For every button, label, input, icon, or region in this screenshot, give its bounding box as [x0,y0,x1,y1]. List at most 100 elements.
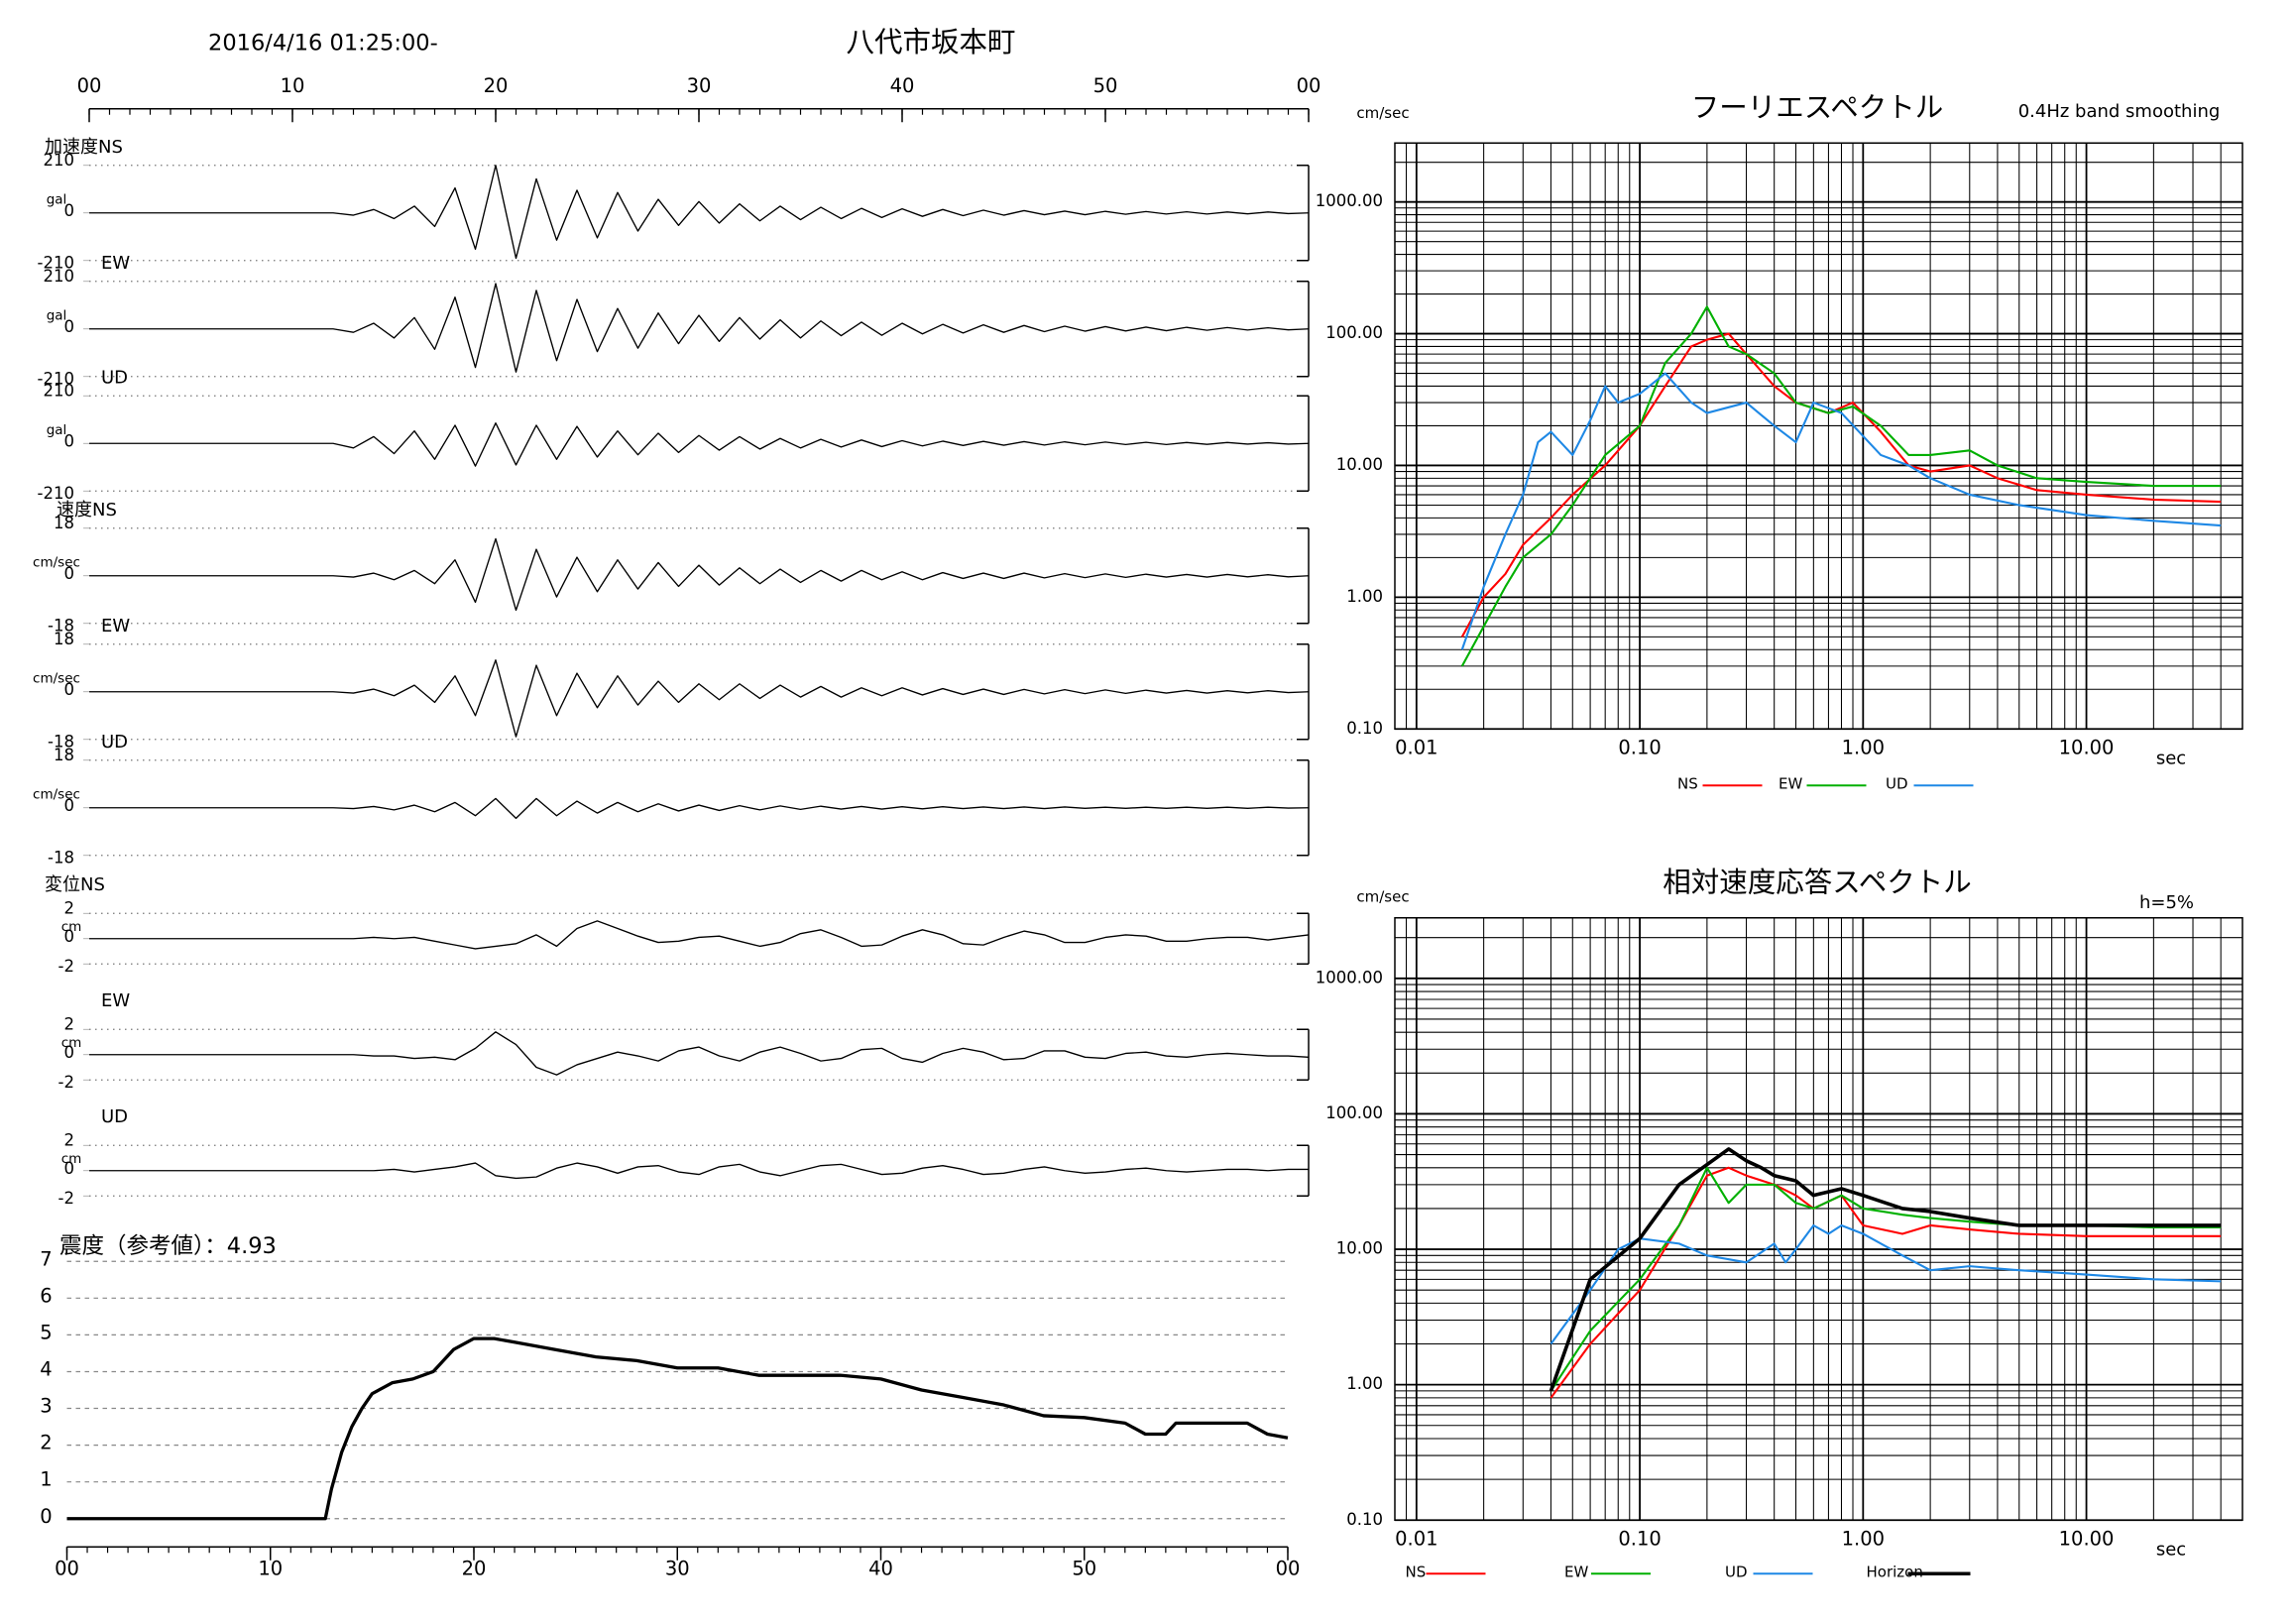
x-tick-label: 0.10 [1618,1527,1661,1550]
x-axis-label: sec [2156,748,2186,768]
x-tick-label: 20 [462,1557,487,1579]
trace-unit: cm/sec [33,670,80,686]
y-tick-label: 0 [64,680,75,699]
waveform [89,422,1310,467]
waveform [89,797,1310,820]
y-tick-label: -18 [48,848,74,867]
x-tick-label: 00 [1297,74,1321,97]
x-axis-label: sec [2156,1539,2186,1560]
x-tick-label: 20 [484,74,509,97]
trace-unit: gal [47,191,67,207]
x-tick-label: 30 [687,74,712,97]
chart-title: 相対速度応答スペクトル [1663,866,1972,898]
x-tick-label: 10.00 [2059,736,2115,758]
x-tick-label: 0.01 [1395,736,1437,758]
y-tick-label: 10.00 [1336,455,1383,474]
y-tick-label: 0.10 [1346,1510,1383,1529]
trace-unit: cm [61,1035,82,1051]
y-tick-label: 0 [40,1505,52,1528]
y-tick-label: -18 [48,732,74,751]
chart-subtitle: 0.4Hz band smoothing [2018,101,2221,122]
trace-title: 加速度NS [45,137,123,158]
y-tick-label: 1.00 [1346,1374,1383,1393]
y-tick-label: -2 [58,1073,74,1092]
legend-label: NS [1406,1563,1427,1580]
chart-title: フーリエスペクトル [1691,91,1944,124]
y-tick-label: 0 [64,431,75,450]
y-tick-label: -210 [38,253,74,272]
trace-title: UD [101,367,128,388]
station-name: 八代市坂本町 [846,26,1015,58]
y-tick-label: 0 [64,564,75,583]
spectrum-line [1550,1223,2222,1345]
y-tick-label: 0 [64,927,75,946]
trace-unit: cm [61,1151,82,1167]
y-tick-label: -2 [58,957,74,976]
trace-title: EW [101,253,130,274]
y-tick-label: 0.10 [1346,719,1383,738]
y-tick-label: 2 [64,898,75,917]
trace-title: EW [101,616,130,637]
y-axis-label: cm/sec [1356,887,1409,905]
y-tick-label: -2 [58,1189,74,1208]
x-tick-label: 1.00 [1842,1527,1885,1550]
waveform [89,1162,1309,1180]
x-tick-label: 10.00 [2059,1527,2115,1550]
spectrum-line [1460,332,2222,638]
x-tick-label: 40 [868,1557,893,1579]
y-tick-label: 3 [40,1395,52,1418]
legend-label: UD [1886,774,1908,792]
y-tick-label: 4 [40,1357,52,1380]
y-tick-label: 0 [64,317,75,336]
y-tick-label: 1000.00 [1316,968,1383,986]
y-tick-label: 100.00 [1325,1103,1383,1122]
trace-unit: gal [47,307,67,323]
waveform [89,537,1310,612]
y-tick-label: 6 [40,1284,52,1307]
y-tick-label: 18 [54,514,74,532]
y-tick-label: 18 [54,630,74,648]
y-tick-label: 0 [64,1043,75,1062]
x-tick-label: 0.10 [1618,736,1661,758]
y-tick-label: -210 [38,369,74,388]
y-tick-label: 0 [64,1159,75,1178]
x-tick-label: 50 [1093,74,1118,97]
waveform [89,283,1310,373]
x-tick-label: 40 [890,74,915,97]
record-datetime: 2016/4/16 01:25:00- [208,30,438,56]
x-tick-label: 30 [665,1557,690,1579]
trace-unit: cm/sec [33,786,80,802]
trace-title: UD [101,732,128,753]
trace-unit: cm [61,919,82,935]
intensity-line [66,1336,1289,1521]
annotation: h=5% [2139,892,2194,913]
y-tick-label: 1 [40,1468,52,1491]
spectrum-line [1460,372,2222,650]
y-tick-label: 1.00 [1346,587,1383,606]
x-tick-label: 10 [258,1557,283,1579]
y-tick-label: 10.00 [1336,1239,1383,1258]
y-tick-label: 210 [44,267,75,286]
y-tick-label: 2 [64,1014,75,1033]
x-tick-label: 10 [281,74,305,97]
y-tick-label: 5 [40,1321,52,1343]
legend-label: EW [1564,1563,1588,1580]
waveform [89,659,1310,738]
y-tick-label: 2 [64,1130,75,1149]
trace-title: EW [101,990,130,1011]
trace-title: 速度NS [57,500,117,521]
x-tick-label: 00 [1276,1557,1301,1579]
chart-title: 震度（参考値）：4.93 [59,1233,277,1259]
trace-unit: gal [47,422,67,438]
y-tick-label: 210 [44,381,75,400]
trace-title: UD [101,1106,128,1127]
spectrum-line [1549,1147,2222,1392]
x-tick-label: 50 [1072,1557,1096,1579]
y-tick-label: 0 [64,796,75,815]
y-tick-label: 210 [44,151,75,170]
y-tick-label: -18 [48,616,74,635]
waveform [89,1031,1310,1076]
y-tick-label: 1000.00 [1316,191,1383,210]
